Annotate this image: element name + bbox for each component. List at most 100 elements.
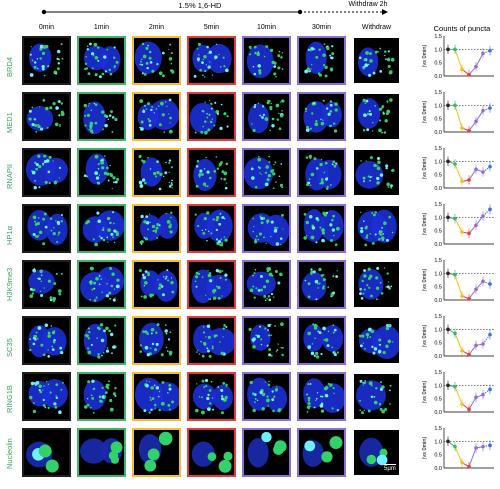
y-tick-label: 0.0 — [434, 130, 442, 136]
microscopy-image — [187, 204, 236, 253]
puncta-chart: 0.0 0.5 1.0 1.5 (vs 0min) — [422, 370, 494, 416]
series-segment — [454, 163, 463, 182]
microscopy-image — [352, 148, 401, 197]
microscopy-image — [77, 148, 126, 197]
series-segment — [475, 110, 484, 122]
data-point — [467, 464, 471, 469]
series-segment — [482, 334, 491, 345]
data-point — [467, 231, 471, 236]
y-axis-label: (vs 0min) — [422, 381, 428, 404]
microscopy-image — [187, 92, 236, 141]
data-point — [446, 47, 450, 52]
data-point — [481, 108, 485, 113]
microscopy-image — [352, 316, 401, 365]
microscopy-image — [352, 260, 401, 309]
y-axis-label: (vs 0min) — [422, 45, 428, 68]
data-point — [467, 296, 471, 301]
microscopy-image — [77, 260, 126, 309]
y-axis-label: (vs 0min) — [422, 157, 428, 180]
series-segment — [475, 215, 484, 226]
column-header: 5min — [203, 24, 220, 31]
microscopy-image — [22, 372, 71, 421]
y-tick-label: 1.5 — [434, 426, 442, 432]
microscopy-image — [242, 204, 291, 253]
microscopy-image — [297, 148, 346, 197]
microscopy-image — [132, 316, 181, 365]
y-tick-label: 0.5 — [434, 453, 442, 459]
row-label: H3K9me3 — [5, 267, 14, 301]
y-axis-label: (vs 0min) — [422, 325, 428, 348]
y-axis-label: (vs 0min) — [422, 437, 428, 460]
data-point — [453, 272, 457, 277]
data-point — [453, 384, 457, 389]
y-tick-label: 1.0 — [434, 215, 442, 221]
data-point — [474, 395, 478, 400]
microscopy-image — [132, 204, 181, 253]
microscopy-image — [187, 148, 236, 197]
column-header: 10min — [256, 24, 277, 31]
data-point — [453, 47, 457, 52]
data-point — [474, 119, 478, 124]
data-point — [453, 103, 457, 108]
microscopy-image — [187, 428, 236, 477]
microscopy-image — [297, 204, 346, 253]
row-label: BRD4 — [5, 56, 14, 77]
data-point — [481, 444, 485, 449]
puncta-chart: 0.0 0.5 1.0 1.5 (vs 0min) — [422, 258, 494, 304]
data-point — [446, 271, 450, 276]
data-point — [460, 230, 464, 234]
series-segment — [454, 333, 463, 351]
microscopy-image — [187, 260, 236, 309]
y-tick-label: 1.5 — [434, 202, 442, 208]
microscopy-image — [132, 92, 181, 141]
series-segment — [468, 169, 477, 181]
microscopy-image — [297, 372, 346, 421]
series-segment — [468, 397, 477, 410]
puncta-chart: 0.0 0.5 1.0 1.5 (vs 0min) — [422, 202, 494, 248]
series-segment — [454, 49, 463, 70]
data-point — [467, 407, 471, 412]
data-point — [488, 207, 492, 212]
data-point — [446, 439, 450, 444]
microscopy-image — [352, 204, 401, 253]
microscopy-image — [242, 372, 291, 421]
row-label: RING1B — [5, 384, 14, 413]
microscopy-image — [297, 92, 346, 141]
y-tick-label: 0.5 — [434, 397, 442, 403]
data-point — [474, 167, 478, 172]
microscopy-image — [242, 316, 291, 365]
data-point — [467, 178, 471, 182]
data-point — [460, 67, 464, 72]
microscopy-image — [77, 36, 126, 85]
y-tick-label: 0.5 — [434, 285, 442, 291]
y-tick-label: 0.0 — [434, 354, 442, 360]
microscopy-image — [22, 260, 71, 309]
y-tick-label: 1.5 — [434, 258, 442, 264]
series-segment — [454, 446, 463, 463]
data-point — [474, 64, 478, 69]
puncta-chart: 0.0 0.5 1.0 1.5 (vs 0min) — [422, 314, 494, 360]
y-tick-label: 1.5 — [434, 90, 442, 96]
microscopy-image — [297, 428, 346, 477]
y-tick-label: 1.0 — [434, 383, 442, 389]
series-segment — [468, 447, 477, 467]
data-point — [467, 128, 471, 133]
microscopy-image — [297, 260, 346, 309]
y-tick-label: 1.0 — [434, 47, 442, 53]
row-label: MED1 — [5, 111, 14, 133]
y-tick-label: 1.5 — [434, 34, 442, 40]
series-segment — [454, 218, 463, 233]
data-point — [481, 214, 485, 218]
microscopy-image — [22, 316, 71, 365]
data-point — [467, 72, 471, 77]
data-point — [481, 392, 485, 397]
data-point — [460, 460, 464, 465]
microscopy-image — [77, 204, 126, 253]
y-tick-label: 0.0 — [434, 410, 442, 416]
series-segment — [468, 121, 477, 131]
microscopy-image — [22, 428, 71, 477]
row-label: Nucleolin — [5, 437, 14, 469]
data-point — [481, 170, 485, 174]
y-tick-label: 0.5 — [434, 61, 442, 67]
y-tick-label: 1.5 — [434, 370, 442, 376]
